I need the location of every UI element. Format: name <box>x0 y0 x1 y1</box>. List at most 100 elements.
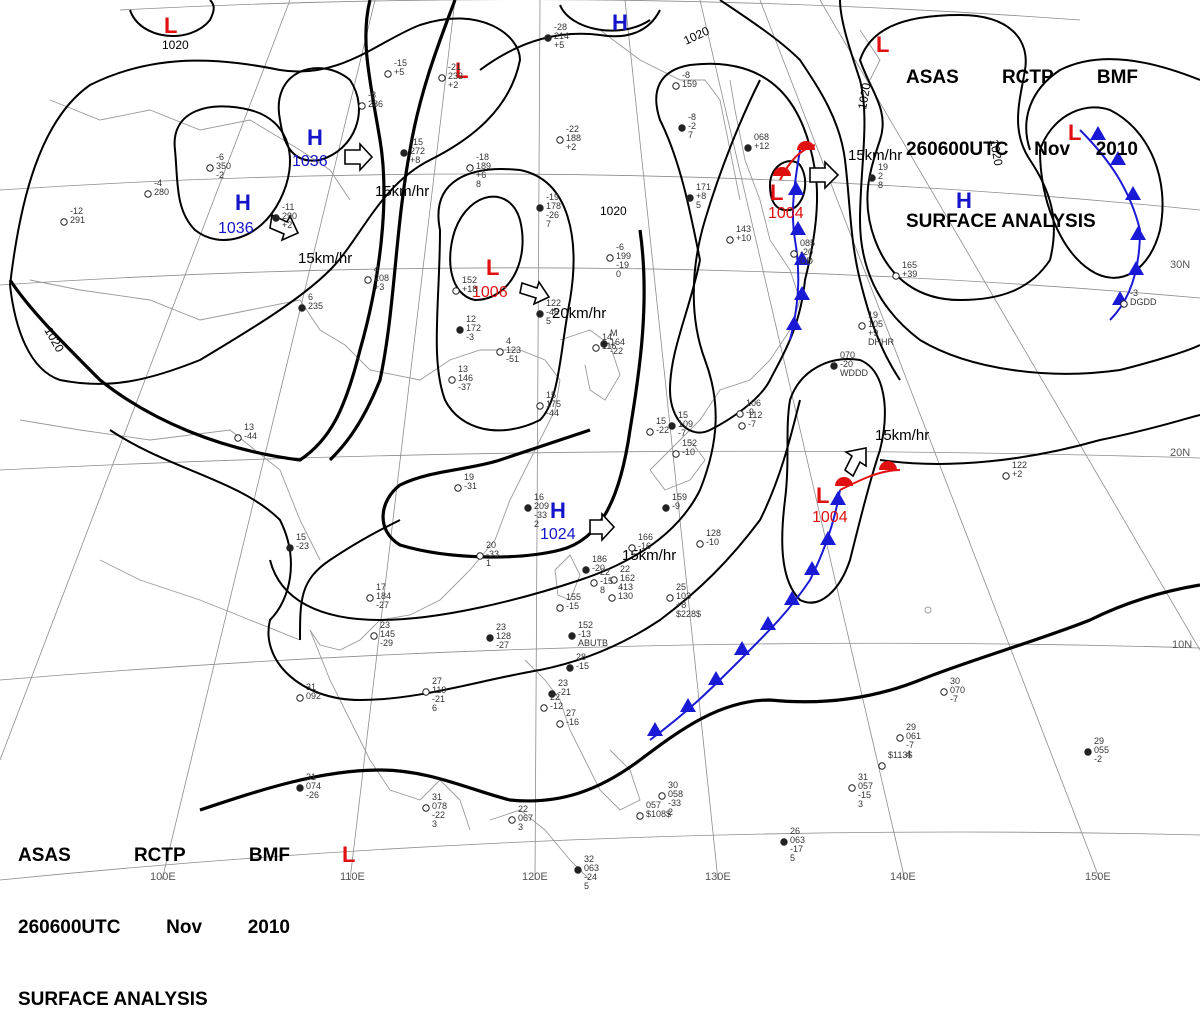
isobar-label-2: 1020 <box>681 24 711 48</box>
title-time-1: 260600UTC <box>906 139 1009 160</box>
station-value: 055 <box>1094 745 1109 755</box>
station-value: 22 <box>550 692 560 702</box>
title-time-2: Nov <box>1034 139 1071 160</box>
station-marker <box>298 304 306 312</box>
station-marker <box>536 310 544 318</box>
title-product: SURFACE ANALYSIS <box>906 211 1096 232</box>
station-value: +8 <box>696 191 706 201</box>
speed-label-4: 20km/hr <box>552 305 606 322</box>
station-marker <box>868 174 876 182</box>
station-s46: 068+12 <box>744 132 769 152</box>
station-value: -46 <box>546 307 559 317</box>
speed-label-2: 15km/hr <box>298 250 352 267</box>
station-s69: 27-16 <box>556 708 579 728</box>
station-value: 15 <box>546 390 556 400</box>
station-marker <box>590 579 598 587</box>
station-s62: 15-22 <box>646 416 669 436</box>
station-value: 112 <box>748 410 762 420</box>
isobar-low-center-inner <box>449 195 524 302</box>
station-s52: 159-9 <box>662 492 687 512</box>
lon-line-140e <box>699 0 906 881</box>
station-value: 155 <box>566 592 581 602</box>
speed-label-6: 15km/hr <box>875 427 929 444</box>
station-value: 074 <box>306 781 321 791</box>
station-s66: 112-7 <box>738 410 762 430</box>
cold-front-triangle <box>794 286 810 300</box>
lat-line-50n <box>119 0 1081 21</box>
station-value: DHHR <box>868 337 894 347</box>
lat-label-10n: 10N <box>1172 639 1192 651</box>
station-value: 3 <box>432 819 437 829</box>
fronts <box>647 126 1146 741</box>
title-time-3: 2010 <box>1095 139 1138 160</box>
speed-label-5: 15km/hr <box>622 547 676 564</box>
station-marker <box>370 632 378 640</box>
station-marker <box>422 804 430 812</box>
high-symbol-n: H <box>612 10 628 35</box>
station-value: 6 <box>308 292 313 302</box>
station-value: -6 <box>616 242 624 252</box>
cold-front-triangle <box>830 491 846 505</box>
low-symbol-ne: L <box>876 32 889 57</box>
station-value: 13 <box>458 364 468 374</box>
axis-labels: 100E 110E 120E 130E 140E 150E 30N 20N 10… <box>150 259 1192 883</box>
station-marker <box>524 504 532 512</box>
station-value: 8 <box>600 585 605 595</box>
lat-line-30n <box>0 267 1200 299</box>
coast-philippines <box>524 659 641 811</box>
station-s49: 171+85 <box>686 182 711 210</box>
station-value: -33 <box>668 798 681 808</box>
station-marker <box>726 236 734 244</box>
station-value: -29 <box>380 638 393 648</box>
warm-front-semicircle <box>879 461 897 470</box>
station-marker <box>696 540 704 548</box>
high-value-west: 1036 <box>218 220 254 237</box>
cold-front-triangle <box>786 316 802 330</box>
station-value: 103 <box>676 591 691 601</box>
cold-front-triangle <box>804 561 820 575</box>
station-value: -26 <box>306 790 319 800</box>
weather-map: 15km/hr 15km/hr 15km/hr 20km/hr 15km/hr … <box>0 0 1200 891</box>
station-marker <box>636 812 644 820</box>
border-2 <box>29 279 301 321</box>
station-marker <box>454 484 462 492</box>
station-value: -26 <box>546 210 559 220</box>
cold-front-triangle <box>760 616 776 630</box>
station-marker <box>608 594 616 602</box>
isobar-high-west <box>173 105 291 241</box>
station-value: 164 <box>610 337 625 347</box>
lat-line-20n <box>0 450 1200 471</box>
station-value: -12 <box>70 206 83 216</box>
station-marker <box>556 136 564 144</box>
station-value: 063 <box>790 835 805 845</box>
move-arrow-1 <box>344 141 374 173</box>
station-value: -17 <box>790 844 803 854</box>
station-marker <box>358 102 366 110</box>
lon-label-110e: 110E <box>340 871 365 883</box>
station-marker <box>940 688 948 696</box>
lon-line-110e <box>349 0 456 881</box>
island-guam <box>924 606 932 614</box>
station-value: 4 <box>506 336 511 346</box>
station-value: 350 <box>216 161 231 171</box>
station-s73: -8-27 <box>678 112 696 140</box>
station-s63: 22-158 <box>590 567 613 595</box>
station-marker <box>736 410 744 418</box>
movement-labels: 15km/hr 15km/hr 15km/hr 20km/hr 15km/hr … <box>298 147 929 564</box>
cold-front-triangle <box>788 181 804 195</box>
isobar-nw-ring <box>129 0 215 37</box>
station-value: 7 <box>546 219 551 229</box>
station-value: M <box>610 328 618 338</box>
station-value: 146 <box>458 373 473 383</box>
station-marker <box>848 784 856 792</box>
station-value: 19 <box>868 310 878 320</box>
title-agency-2-bl: RCTP <box>133 845 186 866</box>
